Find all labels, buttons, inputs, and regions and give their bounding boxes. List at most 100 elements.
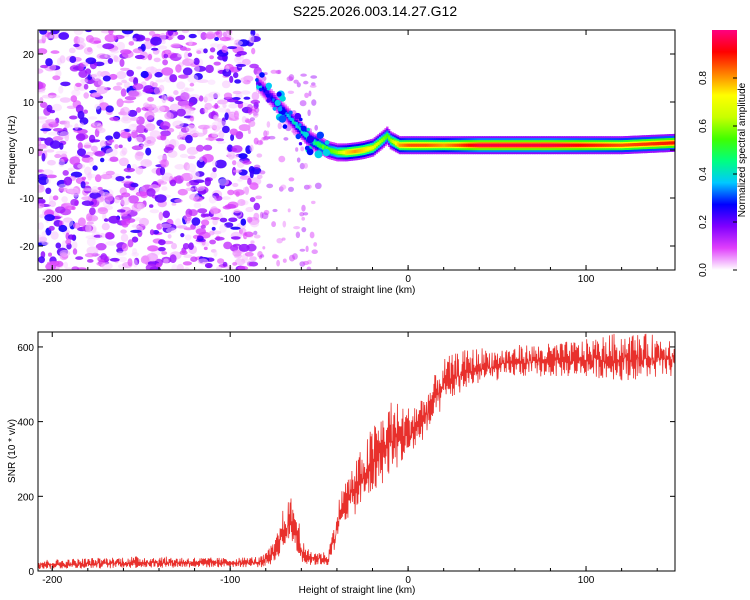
speckle — [58, 224, 68, 233]
snr-x-axis: -200 -100 0 100 — [42, 332, 658, 586]
speckle — [178, 74, 189, 79]
speckle — [89, 139, 101, 143]
speckle — [210, 171, 218, 179]
speckle — [147, 245, 159, 252]
speckle — [209, 239, 217, 245]
speckle — [120, 211, 128, 217]
speckle — [157, 45, 168, 50]
ridge-cell — [496, 143, 499, 147]
ridge-cell — [508, 143, 512, 147]
ridge-cell — [393, 140, 396, 144]
speckle — [167, 150, 178, 158]
ridge-cell — [649, 142, 652, 146]
speckle — [38, 198, 46, 205]
speckle — [105, 148, 118, 157]
speckle — [222, 103, 227, 109]
speckle — [160, 159, 169, 168]
y-tick-label: 0 — [28, 146, 34, 157]
speckle — [86, 246, 99, 255]
speckle — [224, 222, 234, 228]
ridge-blob — [300, 125, 307, 132]
speckle — [55, 150, 68, 155]
speckle — [145, 147, 152, 156]
speckle — [245, 206, 254, 213]
speckle — [83, 109, 88, 114]
ridge-cell — [494, 143, 498, 147]
speckle — [67, 167, 75, 172]
speckle — [38, 234, 42, 239]
speckle — [104, 34, 117, 43]
speckle — [120, 131, 132, 139]
ridge-cell — [587, 143, 590, 147]
speckle — [45, 119, 57, 124]
speckle — [219, 224, 227, 233]
speckle — [38, 176, 49, 185]
speckle — [222, 125, 230, 134]
speckle — [182, 243, 190, 250]
speckle — [127, 239, 134, 248]
speckle — [186, 182, 191, 187]
ridge-cell — [272, 98, 275, 102]
speckle — [40, 101, 48, 108]
speckle — [120, 88, 127, 97]
speckle — [136, 107, 142, 113]
speckle — [161, 94, 167, 104]
x-tick-label: -200 — [42, 274, 62, 285]
ridge-cell — [605, 143, 608, 147]
ridge-cell — [633, 143, 636, 147]
ridge-cell — [507, 143, 510, 147]
speckle — [144, 111, 155, 120]
speckle — [102, 75, 111, 82]
speckle — [217, 107, 228, 113]
speckle — [101, 222, 110, 231]
x-tick-label: 100 — [578, 575, 595, 586]
speckle — [215, 138, 225, 142]
speckle — [233, 110, 239, 120]
x-tick-label: 100 — [578, 274, 595, 285]
ridge-cell — [601, 143, 604, 147]
speckle — [113, 196, 120, 204]
speckle — [159, 166, 166, 176]
speckle — [208, 230, 215, 236]
speckle — [116, 209, 126, 213]
speckle — [131, 252, 139, 257]
ridge-cell — [660, 141, 663, 145]
speckle — [188, 59, 195, 63]
speckle — [83, 83, 89, 90]
speckle — [78, 69, 88, 78]
speckle — [189, 82, 195, 87]
speckle — [107, 58, 114, 64]
ridge-cell — [460, 143, 464, 147]
speckle — [67, 234, 75, 240]
ridge-cell — [503, 143, 506, 147]
speckle — [121, 147, 128, 155]
speckle — [146, 188, 156, 197]
ridge-cell — [387, 136, 391, 140]
speckle — [87, 172, 92, 181]
ridge-cell — [379, 140, 382, 144]
speckle — [314, 124, 319, 131]
speckle — [231, 145, 243, 153]
speckle — [86, 237, 96, 247]
speckle — [161, 186, 168, 191]
speckle — [88, 116, 98, 120]
speckle — [162, 59, 169, 66]
speckle — [105, 231, 114, 239]
ridge-blob — [266, 93, 270, 98]
ridge-cell — [514, 143, 517, 147]
speckle — [63, 176, 73, 186]
speckle — [109, 156, 119, 162]
speckle — [227, 150, 235, 160]
spectrogram-x-axis: -200 -100 0 100 — [42, 30, 658, 285]
speckle — [234, 53, 242, 57]
snr-xlabel: Height of straight line (km) — [299, 585, 416, 596]
ridge-cell — [444, 143, 448, 147]
speckle — [120, 229, 127, 234]
speckle — [211, 226, 216, 231]
ridge-cell — [295, 123, 298, 127]
ridge-cell — [619, 143, 622, 147]
colorbar-gradient — [712, 30, 737, 270]
speckle — [185, 41, 198, 46]
speckle — [38, 82, 46, 89]
ridge-cell — [432, 143, 435, 147]
